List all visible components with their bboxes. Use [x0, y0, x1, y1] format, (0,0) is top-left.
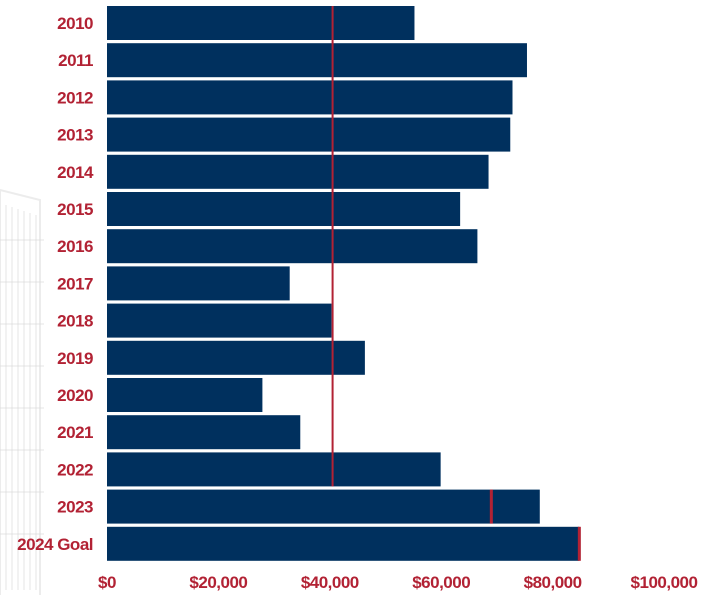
x-tick-label: $20,000: [189, 573, 247, 592]
x-tick-label: $0: [98, 573, 116, 592]
bar-2023: [107, 489, 540, 524]
bar-2015: [107, 192, 461, 226]
category-label-2016: 2016: [57, 237, 93, 256]
bar-2019: [107, 340, 365, 375]
bar-2011: [107, 43, 527, 78]
category-label-2020: 2020: [57, 386, 93, 405]
bar-2018: [107, 303, 332, 338]
category-label-2024-goal: 2024 Goal: [17, 535, 93, 554]
bar-2024-goal: [107, 526, 580, 561]
bar-2017: [107, 266, 290, 301]
building-watermark: [0, 188, 44, 595]
category-label-2017: 2017: [57, 274, 93, 293]
category-label-2018: 2018: [57, 312, 93, 331]
x-tick-label: $100,000: [631, 573, 698, 592]
bar-2012: [107, 80, 513, 115]
bar-2020: [107, 378, 263, 412]
category-label-2011: 2011: [58, 51, 93, 70]
bar-2013: [107, 117, 511, 152]
category-label-2023: 2023: [57, 498, 93, 517]
category-label-2010: 2010: [57, 14, 93, 33]
x-axis-tick-labels: $0 $20,000 $40,000 $60,000 $80,000 $100,000: [98, 573, 698, 592]
bar-2016: [107, 229, 478, 264]
bar-2022: [107, 452, 441, 487]
category-label-2022: 2022: [57, 460, 93, 479]
category-labels: 2010 2011 2012 2013 2014 2015 2016 2017 2018 2019…: [17, 14, 94, 554]
bar-2021: [107, 415, 301, 450]
bars-group: [107, 6, 580, 561]
category-label-2019: 2019: [57, 349, 93, 368]
x-tick-label: $80,000: [524, 573, 582, 592]
category-label-2013: 2013: [57, 126, 93, 145]
category-label-2014: 2014: [57, 163, 94, 182]
category-label-2012: 2012: [57, 88, 93, 107]
bar-2010: [107, 6, 415, 40]
markers-group: [331, 6, 581, 561]
x-tick-label: $40,000: [301, 573, 359, 592]
category-label-2021: 2021: [57, 423, 93, 442]
bar-2014: [107, 154, 489, 189]
watermark-wall-icon: [0, 188, 41, 595]
x-tick-label: $60,000: [412, 573, 470, 592]
category-label-2015: 2015: [57, 200, 93, 219]
